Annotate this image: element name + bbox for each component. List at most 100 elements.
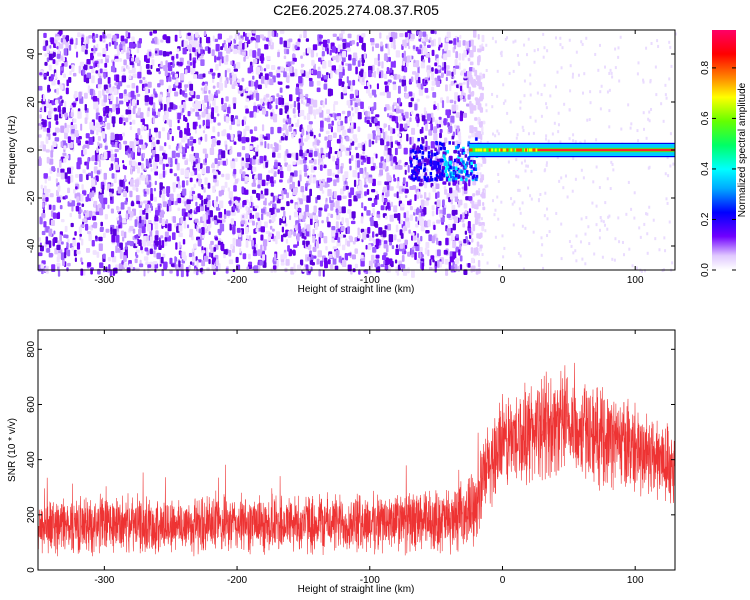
heatmap-cell: [372, 239, 377, 244]
heatmap-cell: [560, 222, 563, 226]
heatmap-cell: [234, 157, 238, 162]
heatmap-cell: [266, 37, 269, 42]
heatmap-cell: [429, 175, 433, 180]
heatmap-cell: [197, 221, 201, 226]
heatmap-cell: [274, 195, 278, 201]
heatmap-cell: [131, 57, 134, 62]
heatmap-cell: [90, 269, 93, 275]
heatmap-cell: [217, 113, 220, 117]
heatmap-cell: [397, 160, 401, 165]
heatmap-cell: [151, 59, 155, 67]
heatmap-cell: [333, 103, 336, 112]
heatmap-cell: [97, 52, 102, 57]
heatmap-cell: [427, 160, 431, 164]
heatmap-cell: [248, 253, 251, 260]
heatmap-cell: [539, 192, 542, 196]
heatmap-cell: [232, 75, 237, 82]
heatmap-cell: [143, 80, 148, 85]
heatmap-cell: [619, 35, 622, 39]
heatmap-cell: [426, 113, 432, 121]
heatmap-cell: [38, 252, 43, 257]
heatmap-cell: [509, 120, 512, 124]
heatmap-cell: [484, 229, 487, 233]
heatmap-cell: [361, 59, 366, 64]
heatmap-cell: [477, 48, 482, 53]
heatmap-cell: [212, 138, 217, 144]
heatmap-cell: [464, 230, 468, 235]
heatmap-cell: [215, 260, 220, 266]
heatmap-cell: [383, 123, 388, 128]
heatmap-cell: [434, 177, 437, 181]
heatmap-cell: [74, 90, 78, 98]
heatmap-cell: [228, 191, 233, 199]
heatmap-cell: [434, 68, 439, 74]
heatmap-cell: [450, 265, 455, 273]
heatmap-cell: [540, 253, 543, 257]
heatmap-cell: [426, 161, 429, 166]
heatmap-cell: [85, 36, 90, 45]
heatmap-cell: [383, 252, 388, 256]
heatmap-cell: [467, 157, 470, 161]
heatmap-cell: [123, 175, 127, 182]
heatmap-cell: [418, 176, 421, 180]
heatmap-cell: [491, 132, 494, 136]
heatmap-cell: [403, 147, 408, 155]
heatmap-cell: [70, 121, 73, 127]
heatmap-cell: [159, 217, 163, 224]
heatmap-cell: [404, 239, 408, 245]
heatmap-cell: [176, 269, 179, 277]
heatmap-cell: [474, 69, 478, 77]
heatmap-cell: [276, 73, 281, 78]
heatmap-cell: [80, 224, 85, 228]
heatmap-cell: [304, 172, 308, 177]
heatmap-cell: [181, 180, 185, 188]
heatmap-cell: [260, 234, 264, 241]
heatmap-cell: [342, 174, 346, 182]
heatmap-cell: [419, 207, 422, 212]
heatmap-cell: [243, 189, 249, 195]
heatmap-cell: [174, 73, 179, 78]
heatmap-cell: [393, 193, 397, 197]
heatmap-cell: [192, 60, 196, 69]
heatmap-cell: [642, 78, 645, 82]
heatmap-cell: [431, 160, 434, 165]
heatmap-cell: [124, 200, 128, 205]
heatmap-cell: [201, 199, 204, 206]
heatmap-cell: [280, 262, 285, 266]
heatmap-cell: [169, 51, 173, 55]
heatmap-cell: [83, 74, 87, 83]
heatmap-cell: [467, 143, 470, 147]
heatmap-cell: [529, 82, 532, 86]
heatmap-cell: [242, 31, 246, 37]
heatmap-cell: [91, 67, 95, 74]
heatmap-cell: [288, 126, 293, 132]
heatmap-cell: [308, 159, 314, 164]
heatmap-cell: [349, 115, 353, 122]
heatmap-cell: [78, 214, 81, 219]
heatmap-cell: [443, 157, 447, 161]
heatmap-cell: [397, 85, 401, 94]
heatmap-cell: [150, 155, 153, 160]
heatmap-cell: [406, 189, 409, 194]
heatmap-cell: [104, 116, 107, 123]
heatmap-cell: [285, 129, 289, 136]
heatmap-cell: [449, 165, 452, 170]
heatmap-cell: [427, 249, 430, 257]
heatmap-cell: [219, 76, 223, 83]
heatmap-cell: [228, 259, 234, 265]
heatmap-cell: [424, 146, 428, 151]
heatmap-cell: [421, 151, 424, 155]
heatmap-cell: [59, 95, 63, 100]
heatmap-cell: [319, 127, 324, 132]
heatmap-cell: [281, 97, 285, 105]
heatmap-cell: [353, 195, 358, 202]
heatmap-cell: [40, 263, 44, 269]
heatmap-cell: [48, 228, 53, 237]
heatmap-cell: [67, 187, 71, 194]
heatmap-cell: [271, 64, 276, 71]
heatmap-cell: [443, 162, 447, 167]
heatmap-cell: [340, 92, 344, 100]
heatmap-cell: [372, 133, 376, 140]
heatmap-cell: [510, 197, 513, 201]
heatmap-cell: [83, 92, 88, 99]
